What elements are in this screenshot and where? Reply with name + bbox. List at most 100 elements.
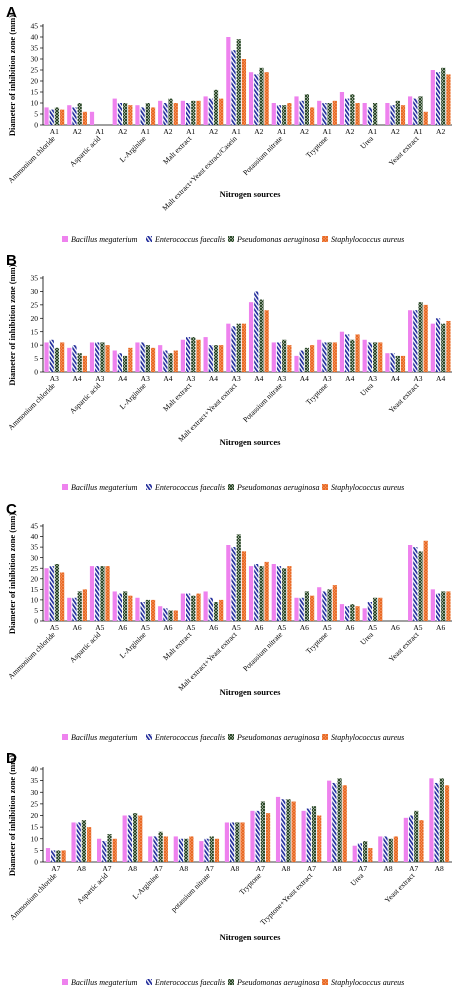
y-tick-label: 35 <box>31 543 39 552</box>
bar-staphylococcus-ammonium-chloride-a5 <box>60 572 65 621</box>
bar-bacillus-aspartic-acid-a2 <box>112 98 117 125</box>
bar-bacillus-l-arginine-a6 <box>158 606 163 621</box>
bar-pseudomonas-l-arginine-a1 <box>145 103 150 125</box>
bar-staphylococcus-tryptone-a8 <box>291 801 296 862</box>
category-label-ammonium-chloride: Ammonium chloride <box>8 871 59 922</box>
bar-bacillus-l-arginine-a8 <box>173 836 178 862</box>
bar-staphylococcus-l-arginine-a1 <box>150 107 156 125</box>
bar-bacillus-malt-extract-yeast-extract-a4 <box>248 302 254 372</box>
bar-staphylococcus-ammonium-chloride-a6 <box>82 589 87 621</box>
legend-label-staphylococcus: Staphylococcus aureus <box>331 978 404 987</box>
bar-bacillus-urea-a4 <box>385 353 390 372</box>
y-tick-label: 20 <box>31 574 39 583</box>
bar-enterococcus-ammonium-chloride-a6 <box>72 597 77 621</box>
category-label-malt-extract: Malt extract <box>161 380 194 413</box>
panel-b: B 0 5 10 15 20 25 30 35 Diameter of inhibition zo… <box>6 252 452 492</box>
legend-swatch-bacillus <box>62 734 68 740</box>
bar-bacillus-potassium-nitrate-a1 <box>271 103 276 125</box>
bar-bacillus-ammonium-chloride-a2 <box>67 105 72 125</box>
bar-staphylococcus-tryptone-a7 <box>265 813 271 862</box>
bar-group-label: A5 <box>413 623 422 632</box>
x-axis-title: Nitrogen sources <box>220 189 282 199</box>
legend-swatch-pseudomonas <box>228 236 234 242</box>
bar-enterococcus-yeast-extract-a3 <box>413 310 418 372</box>
bar-staphylococcus-aspartic-acid-a7 <box>112 838 117 862</box>
bar-enterococcus-l-arginine-a8 <box>178 838 184 862</box>
y-tick-label: 40 <box>31 33 39 42</box>
bar-staphylococcus-yeast-extract-a6 <box>446 591 451 621</box>
panel-label: D <box>6 750 17 767</box>
bar-enterococcus-ammonium-chloride-a4 <box>72 345 77 372</box>
bar-group-label: A7 <box>51 864 60 873</box>
bar-bacillus-malt-extract-yeast-extract-casein-a2 <box>248 72 254 125</box>
bar-staphylococcus-malt-extract-yeast-extract-casein-a1 <box>241 59 247 125</box>
bar-staphylococcus-potassium-nitrate-a7 <box>214 838 220 862</box>
bar-pseudomonas-ammonium-chloride-a2 <box>77 103 82 125</box>
bar-pseudomonas-ammonium-chloride-a1 <box>54 107 60 125</box>
bar-group-label: A5 <box>95 623 104 632</box>
bar-group-label: A4 <box>209 374 218 383</box>
bar-bacillus-yeast-extract-a2 <box>430 70 435 125</box>
category-label-ammonium-chloride: Ammonium chloride <box>6 381 57 432</box>
category-label-tryptone: Tryptone <box>237 871 263 897</box>
bar-bacillus-potassium-nitrate-a8 <box>224 822 230 862</box>
bar-group-label: A3 <box>277 374 286 383</box>
legend-swatch-staphylococcus <box>322 734 328 740</box>
bar-enterococcus-malt-extract-a1 <box>185 103 191 125</box>
bar-group-label: A1 <box>186 127 195 136</box>
bar-bacillus-yeast-extract-a3 <box>408 310 413 372</box>
legend-label-staphylococcus: Staphylococcus aureus <box>331 733 404 742</box>
category-label-malt-extract: Malt extract <box>161 133 194 166</box>
bar-staphylococcus-yeast-extract-a1 <box>423 111 428 125</box>
bar-enterococcus-aspartic-acid-a3 <box>95 342 100 372</box>
category-label-aspartic-acid: Aspartic acid <box>68 630 103 665</box>
y-tick-label: 35 <box>31 44 39 53</box>
bar-staphylococcus-malt-extract-a6 <box>219 599 224 621</box>
bar-staphylococcus-aspartic-acid-a2 <box>128 105 133 125</box>
bar-group-label: A4 <box>163 374 172 383</box>
legend-label-pseudomonas: Pseudomonas aeruginosa <box>236 235 319 244</box>
bar-pseudomonas-l-arginine-a8 <box>184 838 189 862</box>
bar-staphylococcus-potassium-nitrate-a2 <box>310 107 315 125</box>
y-tick-label: 5 <box>34 606 38 615</box>
y-tick-label: 30 <box>31 553 39 562</box>
bar-group-label: A1 <box>277 127 286 136</box>
bar-pseudomonas-malt-extract-yeast-extract-a3 <box>236 323 241 372</box>
bar-group-label: A2 <box>163 127 172 136</box>
bar-enterococcus-l-arginine-a6 <box>163 608 168 621</box>
category-label-tryptone-yeast-extract: Tryptone+Yeast extract <box>258 870 315 927</box>
bar-pseudomonas-potassium-nitrate-a1 <box>282 105 287 125</box>
bar-pseudomonas-malt-extract-a5 <box>191 595 196 621</box>
bar-bacillus-aspartic-acid-a6 <box>112 591 117 621</box>
bar-staphylococcus-urea-a5 <box>378 597 383 621</box>
y-tick-label: 15 <box>31 327 39 336</box>
category-label-aspartic-acid: Aspartic acid <box>68 134 103 169</box>
bar-bacillus-aspartic-acid-a7 <box>97 838 102 862</box>
bar-bacillus-ammonium-chloride-a3 <box>44 342 49 372</box>
bar-pseudomonas-malt-extract-a6 <box>213 602 219 621</box>
bar-group-label: A2 <box>254 127 263 136</box>
category-label-l-arginine: L-Arginine <box>118 134 149 165</box>
bar-enterococcus-malt-extract-yeast-extract-a4 <box>254 291 259 372</box>
bar-bacillus-malt-extract-a6 <box>203 591 208 621</box>
bar-enterococcus-yeast-extract-a7 <box>408 815 414 862</box>
bar-pseudomonas-tryptone-a1 <box>327 103 332 125</box>
bar-group-label: A7 <box>153 864 162 873</box>
bar-group-label: A5 <box>141 623 150 632</box>
bar-pseudomonas-tryptone-a2 <box>350 94 355 125</box>
bar-group-label: A7 <box>358 864 367 873</box>
category-label-potassium-nitrate: Potassium nitrate <box>241 630 285 674</box>
legend-label-bacillus: Bacillus megaterium <box>71 483 138 492</box>
bar-enterococcus-potassium-nitrate-a5 <box>276 566 282 621</box>
bar-bacillus-urea-a1 <box>362 103 367 125</box>
bar-bacillus-aspartic-acid-a8 <box>122 815 127 862</box>
bar-pseudomonas-malt-extract-yeast-extract-a4 <box>259 299 264 372</box>
bar-enterococcus-malt-extract-a6 <box>208 597 213 621</box>
legend-label-enterococcus: Enterococcus faecalis <box>154 978 225 987</box>
bar-bacillus-malt-extract-yeast-extract-casein-a1 <box>226 37 231 125</box>
bar-enterococcus-urea-a3 <box>367 342 372 372</box>
y-tick-label: 20 <box>31 77 39 86</box>
bar-staphylococcus-yeast-extract-a8 <box>444 785 450 862</box>
bar-enterococcus-malt-extract-yeast-extract-a5 <box>231 547 236 621</box>
bar-pseudomonas-l-arginine-a5 <box>145 599 150 621</box>
